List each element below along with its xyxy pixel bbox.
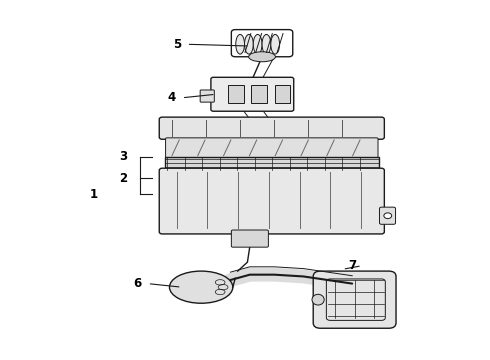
- Ellipse shape: [245, 35, 253, 54]
- FancyBboxPatch shape: [159, 168, 384, 234]
- FancyBboxPatch shape: [166, 138, 378, 158]
- Text: 6: 6: [134, 277, 142, 290]
- Ellipse shape: [236, 35, 245, 54]
- Text: 7: 7: [348, 259, 356, 272]
- Ellipse shape: [248, 52, 275, 62]
- FancyBboxPatch shape: [200, 90, 214, 102]
- Ellipse shape: [170, 271, 233, 303]
- Ellipse shape: [262, 35, 271, 54]
- FancyBboxPatch shape: [165, 157, 379, 170]
- Bar: [275, 85, 290, 103]
- Text: 5: 5: [172, 38, 181, 51]
- FancyBboxPatch shape: [211, 77, 294, 111]
- FancyBboxPatch shape: [231, 230, 269, 247]
- Circle shape: [384, 213, 392, 219]
- Ellipse shape: [253, 35, 262, 54]
- Ellipse shape: [312, 294, 324, 305]
- Text: 2: 2: [119, 172, 127, 185]
- Text: 3: 3: [119, 150, 127, 163]
- Text: 1: 1: [90, 188, 98, 201]
- Bar: [228, 85, 244, 103]
- FancyBboxPatch shape: [159, 117, 384, 139]
- FancyBboxPatch shape: [313, 271, 396, 328]
- Text: 4: 4: [168, 91, 176, 104]
- Bar: [251, 85, 267, 103]
- Ellipse shape: [271, 35, 280, 54]
- FancyBboxPatch shape: [379, 207, 395, 224]
